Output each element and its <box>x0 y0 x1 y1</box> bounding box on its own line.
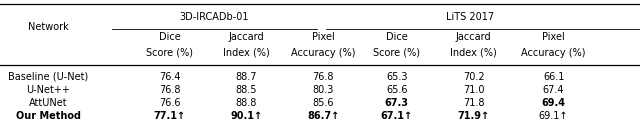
Text: Index (%): Index (%) <box>223 48 270 58</box>
Text: 70.2: 70.2 <box>463 72 484 82</box>
Text: 88.8: 88.8 <box>236 98 257 108</box>
Text: 88.7: 88.7 <box>236 72 257 82</box>
Text: 65.6: 65.6 <box>386 85 408 95</box>
Text: 71.8: 71.8 <box>463 98 484 108</box>
Text: 71.0: 71.0 <box>463 85 484 95</box>
Text: Index (%): Index (%) <box>450 48 497 58</box>
Text: 65.3: 65.3 <box>386 72 408 82</box>
Text: 90.1↑: 90.1↑ <box>230 111 262 119</box>
Text: 88.5: 88.5 <box>236 85 257 95</box>
Text: 86.7↑: 86.7↑ <box>307 111 339 119</box>
Text: LiTS 2017: LiTS 2017 <box>446 12 495 22</box>
Text: Jaccard: Jaccard <box>456 32 492 42</box>
Text: 77.1↑: 77.1↑ <box>154 111 186 119</box>
Text: Dice: Dice <box>386 32 408 42</box>
Text: Baseline (U-Net): Baseline (U-Net) <box>8 72 88 82</box>
Text: 80.3: 80.3 <box>312 85 334 95</box>
Text: 69.1↑: 69.1↑ <box>539 111 568 119</box>
Text: Accuracy (%): Accuracy (%) <box>291 48 355 58</box>
Text: Network: Network <box>28 22 68 32</box>
Text: Pixel: Pixel <box>542 32 565 42</box>
Text: 69.4: 69.4 <box>541 98 566 108</box>
Text: Our Method: Our Method <box>15 111 81 119</box>
Text: 67.3: 67.3 <box>385 98 409 108</box>
Text: 3D-IRCADb-01: 3D-IRCADb-01 <box>180 12 249 22</box>
Text: 66.1: 66.1 <box>543 72 564 82</box>
Text: Dice: Dice <box>159 32 180 42</box>
Text: Accuracy (%): Accuracy (%) <box>522 48 586 58</box>
Text: 76.4: 76.4 <box>159 72 180 82</box>
Text: 85.6: 85.6 <box>312 98 334 108</box>
Text: Pixel: Pixel <box>312 32 335 42</box>
Text: 67.4: 67.4 <box>543 85 564 95</box>
Text: Score (%): Score (%) <box>373 48 420 58</box>
Text: 76.8: 76.8 <box>312 72 334 82</box>
Text: 67.1↑: 67.1↑ <box>381 111 413 119</box>
Text: 71.9↑: 71.9↑ <box>458 111 490 119</box>
Text: AttUNet: AttUNet <box>29 98 67 108</box>
Text: 76.8: 76.8 <box>159 85 180 95</box>
Text: 76.6: 76.6 <box>159 98 180 108</box>
Text: Jaccard: Jaccard <box>228 32 264 42</box>
Text: Score (%): Score (%) <box>146 48 193 58</box>
Text: U-Net++: U-Net++ <box>26 85 70 95</box>
